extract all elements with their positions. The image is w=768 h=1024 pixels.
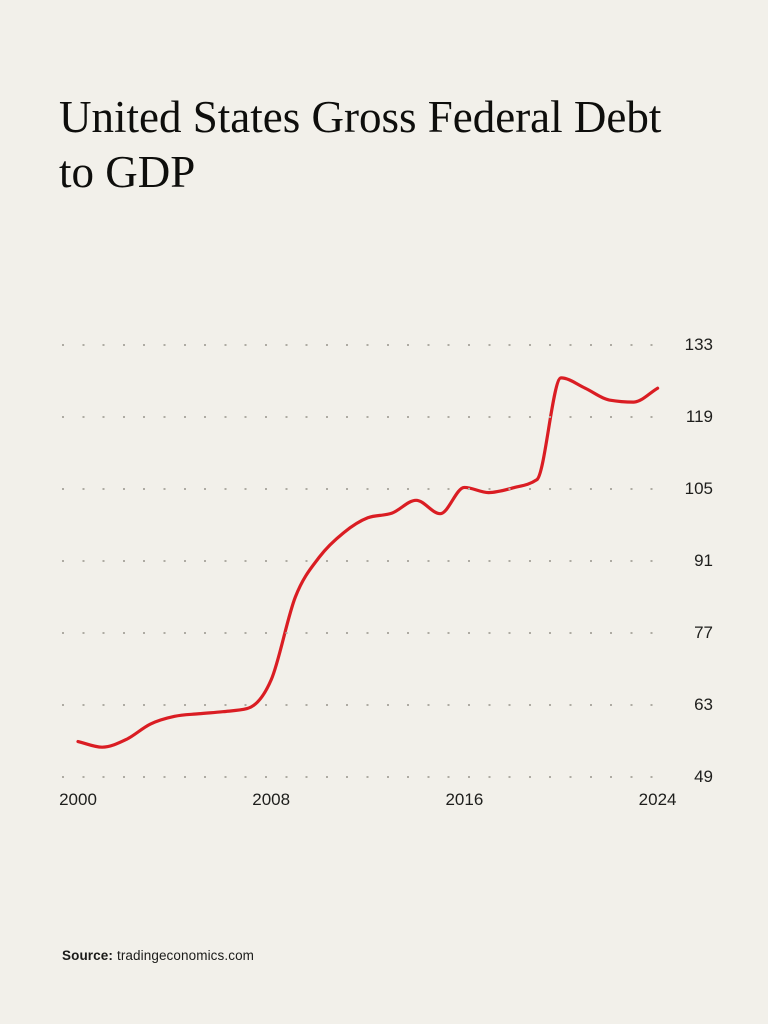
source-label: Source: — [62, 948, 113, 963]
chart-title: United States Gross Federal Debt to GDP — [59, 92, 662, 197]
source-value: tradingeconomics.com — [116, 948, 255, 963]
y-axis-tick-label: 133 — [684, 335, 713, 354]
gridline-row — [62, 416, 671, 418]
x-axis-tick-label: 2008 — [252, 790, 291, 809]
plot-area: 133 119 105 91 77 63 49 2000 2008 2016 2024 — [59, 335, 713, 809]
debt-line-path — [76, 376, 660, 749]
y-axis-tick-label: 63 — [694, 695, 713, 714]
y-axis-tick-label: 91 — [694, 551, 713, 570]
gridline-row — [62, 704, 671, 706]
x-axis-tick-label: 2024 — [638, 790, 677, 809]
gridline-row — [62, 560, 671, 562]
gridline-row — [62, 488, 671, 490]
debt-line-chart — [76, 376, 660, 749]
gridline-row — [62, 344, 671, 346]
gridline-row — [62, 776, 671, 778]
y-axis-tick-label: 49 — [694, 767, 713, 786]
x-axis-tick-label: 2016 — [445, 790, 484, 809]
y-axis-tick-label: 119 — [685, 407, 713, 426]
x-axis-tick-label: 2000 — [59, 790, 97, 809]
source-note: Source: tradingeconomics.com — [62, 947, 254, 964]
gridline-row — [62, 632, 671, 634]
y-axis-tick-label: 105 — [684, 479, 713, 498]
y-axis-tick-label: 77 — [694, 623, 713, 642]
